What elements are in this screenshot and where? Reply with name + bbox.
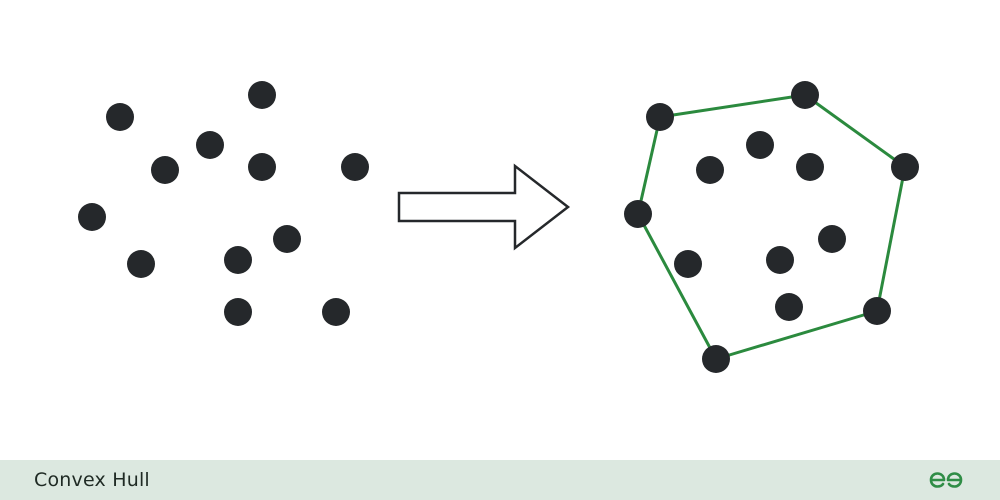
hull-point xyxy=(674,250,702,278)
hull-point xyxy=(746,131,774,159)
diagram-title: Convex Hull xyxy=(34,469,150,491)
input-point xyxy=(151,156,179,184)
input-point xyxy=(273,225,301,253)
hull-point xyxy=(702,345,730,373)
hull-point xyxy=(796,153,824,181)
input-point xyxy=(322,298,350,326)
hull-point xyxy=(624,200,652,228)
hull-point xyxy=(818,225,846,253)
hull-point xyxy=(791,81,819,109)
input-point-set xyxy=(78,81,369,326)
input-point xyxy=(224,246,252,274)
hull-result-point-set xyxy=(624,81,919,373)
hull-point xyxy=(891,153,919,181)
input-point xyxy=(127,250,155,278)
input-point xyxy=(341,153,369,181)
footer-bar: Convex Hull xyxy=(0,460,1000,500)
input-point xyxy=(196,131,224,159)
convex-hull-diagram xyxy=(78,81,919,373)
hull-point xyxy=(646,103,674,131)
input-point xyxy=(248,81,276,109)
hull-point xyxy=(766,246,794,274)
geeksforgeeks-logo-icon xyxy=(929,472,963,488)
hull-point xyxy=(775,293,803,321)
input-point xyxy=(248,153,276,181)
convex-hull-outline xyxy=(636,93,907,361)
input-point xyxy=(224,298,252,326)
input-point xyxy=(78,203,106,231)
hull-point xyxy=(863,297,891,325)
input-point xyxy=(106,103,134,131)
right-arrow-outline-icon xyxy=(397,163,571,251)
hull-point xyxy=(696,156,724,184)
